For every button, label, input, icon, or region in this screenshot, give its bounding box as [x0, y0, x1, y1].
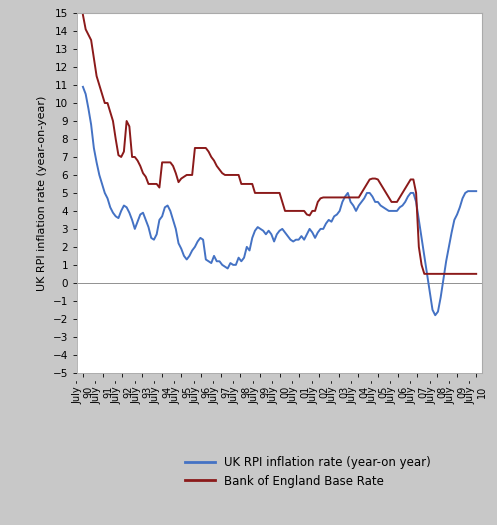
Y-axis label: UK RPI inflation rate (year-on-year): UK RPI inflation rate (year-on-year) [37, 95, 47, 291]
Legend: UK RPI inflation rate (year-on year), Bank of England Base Rate: UK RPI inflation rate (year-on year), Ba… [185, 456, 431, 488]
